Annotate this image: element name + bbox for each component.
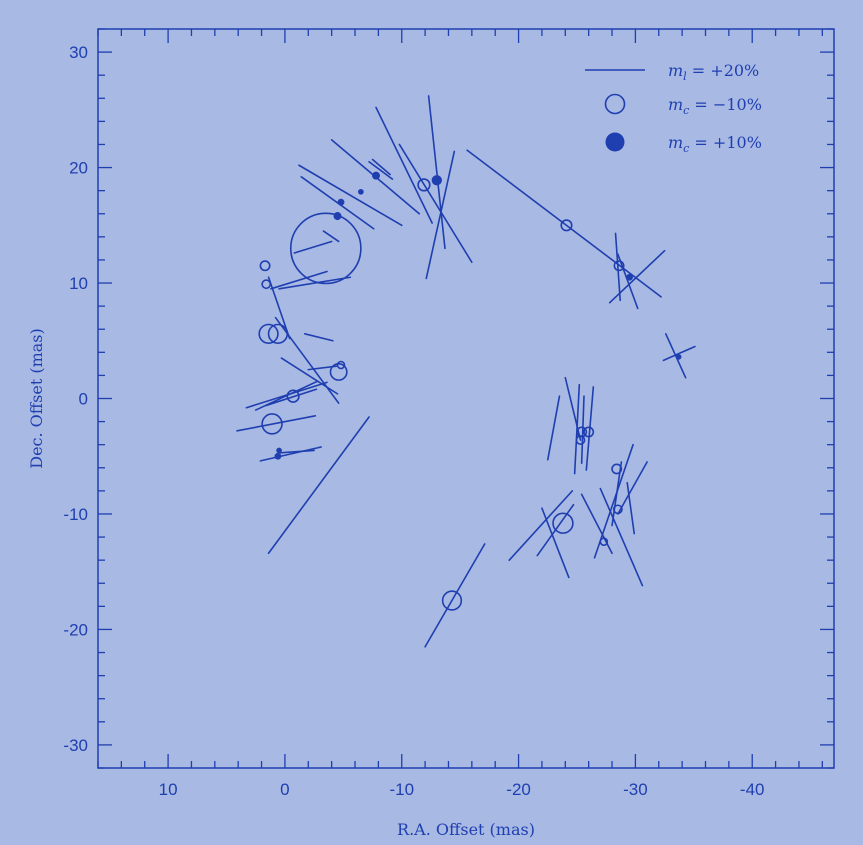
legend-open-circle-symbol bbox=[604, 93, 626, 115]
open-circle-marker bbox=[611, 463, 623, 475]
open-circle-marker bbox=[552, 512, 574, 534]
polarization-vector bbox=[259, 446, 322, 462]
polarization-vector bbox=[236, 415, 317, 432]
open-circle-marker bbox=[286, 389, 300, 403]
y-tick-label: 30 bbox=[69, 43, 88, 62]
polarization-vector bbox=[585, 386, 595, 471]
x-tick-label: 0 bbox=[280, 780, 289, 799]
filled-circle-marker bbox=[333, 212, 342, 221]
axis-tick-labels: 10 0 -10 -20 -30 -40 30 20 10 0 -10 -20 -30 bbox=[63, 43, 764, 799]
polarization-vector bbox=[278, 276, 352, 290]
open-circle-marker bbox=[613, 260, 625, 272]
filled-circle-marker bbox=[675, 354, 682, 360]
open-circle-marker bbox=[329, 362, 348, 381]
polarization-vector bbox=[546, 395, 561, 461]
polarization-vector bbox=[298, 164, 403, 227]
polarization-vector bbox=[614, 232, 622, 302]
polarization-vector bbox=[300, 176, 375, 230]
polarization-vector bbox=[375, 106, 433, 224]
y-axis-title: Dec. Offset (mas) bbox=[27, 328, 46, 469]
open-circle-marker bbox=[575, 435, 586, 445]
polarization-vector bbox=[279, 449, 315, 454]
polarization-vector bbox=[425, 150, 456, 280]
open-circle-marker bbox=[441, 590, 463, 611]
polarization-vector bbox=[293, 240, 333, 254]
open-circle-marker bbox=[583, 426, 595, 438]
polarization-vector bbox=[580, 395, 585, 464]
legend: ml = +20% mc = −10% mc = +10% bbox=[585, 61, 762, 155]
legend-label: mc = +10% bbox=[668, 133, 762, 155]
polarization-vector bbox=[303, 333, 334, 342]
open-circle-marker bbox=[612, 504, 623, 515]
x-tick-label: -40 bbox=[740, 780, 765, 799]
y-tick-label: 0 bbox=[79, 390, 88, 409]
x-tick-label: -30 bbox=[623, 780, 648, 799]
y-tick-label: 20 bbox=[69, 159, 88, 178]
filled-circle-marker bbox=[274, 452, 282, 460]
polarization-vector bbox=[398, 143, 473, 264]
filled-circle-marker bbox=[372, 171, 381, 180]
open-circle-marker bbox=[258, 323, 279, 344]
polarization-vector bbox=[265, 388, 318, 407]
filled-circle-marker bbox=[626, 273, 633, 281]
open-circle-marker bbox=[417, 178, 431, 192]
polarization-vector bbox=[274, 316, 340, 404]
filled-circle-marker bbox=[358, 188, 364, 195]
polarization-vector bbox=[322, 230, 340, 243]
polarization-vector bbox=[573, 383, 581, 475]
y-tick-label: 10 bbox=[69, 274, 88, 293]
y-tick-label: -10 bbox=[63, 505, 88, 524]
open-circle-marker bbox=[259, 260, 271, 272]
polarization-vector bbox=[368, 160, 394, 180]
x-tick-label: 10 bbox=[159, 780, 178, 799]
polarization-vector bbox=[267, 416, 370, 555]
polarization-vector bbox=[427, 95, 446, 250]
legend-label: ml = +20% bbox=[668, 61, 759, 83]
open-circle-marker bbox=[261, 279, 272, 290]
polarization-vector bbox=[662, 345, 696, 362]
open-circle-marker bbox=[289, 212, 362, 285]
open-circle-marker bbox=[560, 219, 573, 232]
x-tick-label: -20 bbox=[506, 780, 531, 799]
x-axis-title: R.A. Offset (mas) bbox=[397, 820, 535, 839]
polarization-vector bbox=[617, 253, 639, 310]
data-layer bbox=[236, 95, 696, 648]
filled-circle-marker bbox=[431, 175, 442, 186]
open-circle-marker bbox=[267, 323, 289, 344]
axis-ticks bbox=[97, 28, 834, 769]
polarization-vector bbox=[626, 481, 636, 535]
y-tick-label: -30 bbox=[63, 736, 88, 755]
legend-filled-circle-symbol bbox=[605, 132, 625, 152]
filled-circle-marker bbox=[276, 447, 282, 454]
filled-circle-marker bbox=[337, 198, 345, 206]
polarization-vector bbox=[424, 543, 486, 648]
open-circle-marker bbox=[336, 360, 346, 370]
polarization-vector bbox=[617, 461, 648, 515]
polarization-vector bbox=[608, 249, 666, 304]
x-tick-label: -10 bbox=[389, 780, 414, 799]
y-tick-label: -20 bbox=[63, 620, 88, 639]
open-circle-marker bbox=[261, 413, 283, 435]
polarization-vector bbox=[270, 270, 328, 290]
legend-label: mc = −10% bbox=[668, 95, 762, 117]
polarization-vector bbox=[371, 158, 391, 176]
polarization-vector bbox=[599, 487, 644, 587]
polarization-vector bbox=[466, 149, 662, 298]
polarization-vector bbox=[508, 490, 574, 561]
open-circle-marker bbox=[599, 537, 609, 546]
